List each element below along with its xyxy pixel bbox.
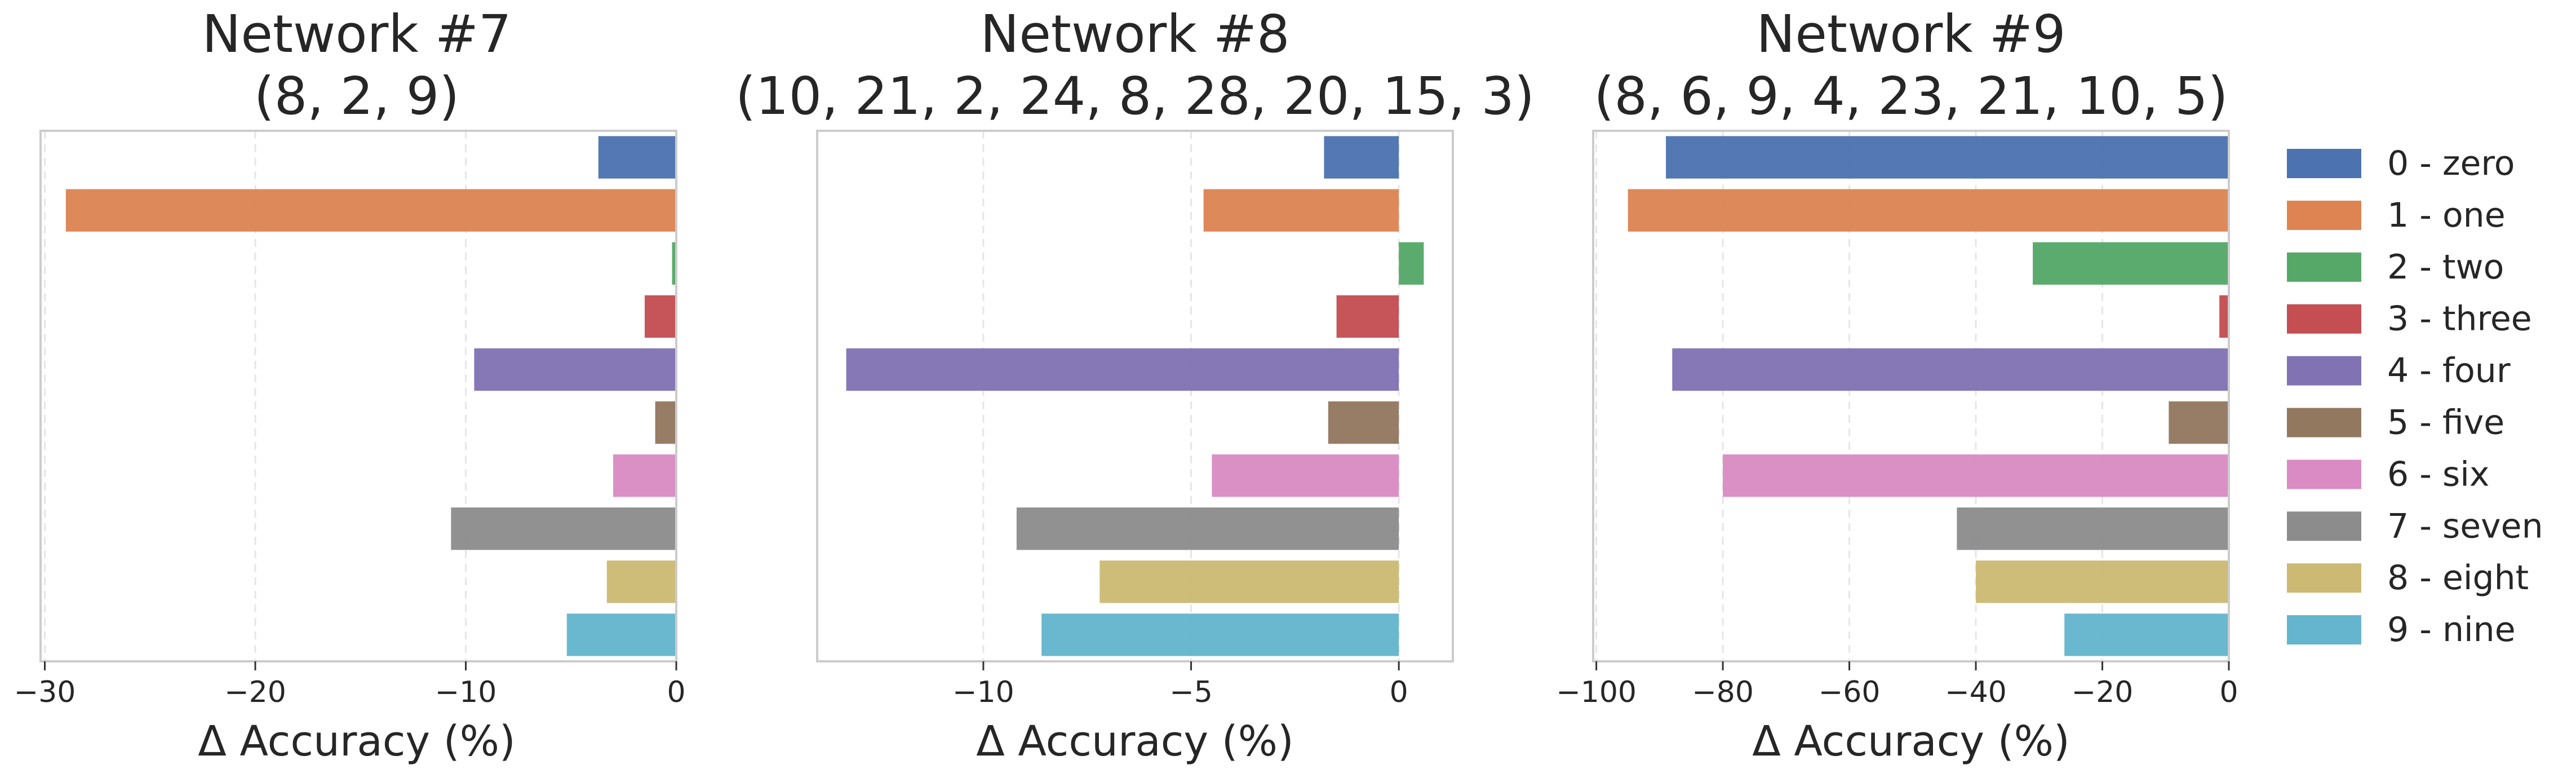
bar-4-four (1672, 348, 2229, 391)
bar-2-two (1399, 242, 1424, 285)
bar-4-four (846, 348, 1399, 391)
x-tick-label: −20 (224, 675, 286, 709)
bar-2-two (2033, 242, 2229, 285)
legend-swatch (2287, 356, 2361, 386)
plot-frame (39, 130, 677, 662)
x-tick-label: −5 (1169, 675, 1213, 709)
x-tick-label: −100 (1556, 675, 1637, 709)
legend-label: 1 - one (2387, 196, 2506, 235)
x-tick-label: −30 (14, 675, 76, 709)
x-tick-label: −10 (952, 675, 1014, 709)
bar-3-three (644, 295, 676, 338)
x-tick-label: −80 (1692, 675, 1754, 709)
legend-label: 2 - two (2387, 248, 2504, 287)
x-tick-label: 0 (2219, 675, 2238, 709)
bar-5-five (2169, 401, 2229, 444)
x-axis-label: Δ Accuracy (%) (1752, 717, 2070, 766)
chart-subtitle: (8, 2, 9) (254, 66, 459, 126)
bar-7-seven (451, 507, 676, 550)
bar-5-five (1328, 401, 1399, 444)
bar-9-nine (1041, 613, 1399, 656)
legend-swatch (2287, 200, 2361, 230)
legend-label: 0 - zero (2387, 144, 2515, 183)
bar-1-one (65, 189, 677, 232)
legend-label: 9 - nine (2387, 610, 2516, 650)
bar-6-six (1723, 454, 2229, 497)
chart-subtitle: (8, 6, 9, 4, 23, 21, 10, 5) (1594, 66, 2228, 126)
legend-swatch (2287, 149, 2361, 178)
plot-frame (816, 130, 1454, 662)
bar-0-zero (598, 136, 676, 179)
bar-0-zero (1324, 136, 1399, 179)
legend-label: 8 - eight (2387, 558, 2529, 598)
bar-9-nine (566, 613, 676, 656)
x-tick-label: −40 (1945, 675, 2007, 709)
bar-9-nine (2064, 613, 2229, 656)
legend-label: 7 - seven (2387, 506, 2543, 546)
bar-3-three (2219, 295, 2229, 338)
plot-frame (1592, 130, 2230, 662)
legend-swatch (2287, 304, 2361, 334)
bar-2-two (672, 242, 676, 285)
bar-1-one (1628, 189, 2229, 232)
chart-subtitle: (10, 21, 2, 24, 8, 28, 20, 15, 3) (735, 66, 1535, 126)
bar-3-three (1336, 295, 1399, 338)
bar-8-eight (1976, 560, 2229, 603)
chart-title: Network #8 (981, 4, 1290, 64)
x-tick-label: −60 (1819, 675, 1881, 709)
legend-swatch (2287, 408, 2361, 438)
x-axis-label: Δ Accuracy (%) (976, 717, 1294, 766)
legend-swatch (2287, 460, 2361, 489)
bar-5-five (655, 401, 676, 444)
chart-title: Network #9 (1757, 4, 2066, 64)
x-tick-label: 0 (667, 675, 685, 709)
bar-0-zero (1666, 136, 2229, 179)
legend-swatch (2287, 252, 2361, 282)
bar-8-eight (1099, 560, 1399, 603)
x-tick-label: −10 (435, 675, 497, 709)
bar-6-six (613, 454, 676, 497)
bar-6-six (1212, 454, 1399, 497)
legend-label: 3 - three (2387, 299, 2532, 339)
bar-8-eight (606, 560, 676, 603)
bar-1-one (1203, 189, 1399, 232)
x-tick-label: 0 (1390, 675, 1408, 709)
x-axis-label: Δ Accuracy (%) (198, 717, 516, 766)
legend-label: 6 - six (2387, 454, 2489, 494)
chart-title: Network #7 (202, 4, 512, 64)
legend-swatch (2287, 563, 2361, 593)
bar-7-seven (1957, 507, 2229, 550)
legend-swatch (2287, 511, 2361, 541)
bar-4-four (474, 348, 676, 391)
legend-label: 5 - five (2387, 403, 2504, 443)
bar-7-seven (1016, 507, 1399, 550)
legend-label: 4 - four (2387, 351, 2511, 391)
legend-swatch (2287, 615, 2361, 645)
x-tick-label: −20 (2072, 675, 2134, 709)
